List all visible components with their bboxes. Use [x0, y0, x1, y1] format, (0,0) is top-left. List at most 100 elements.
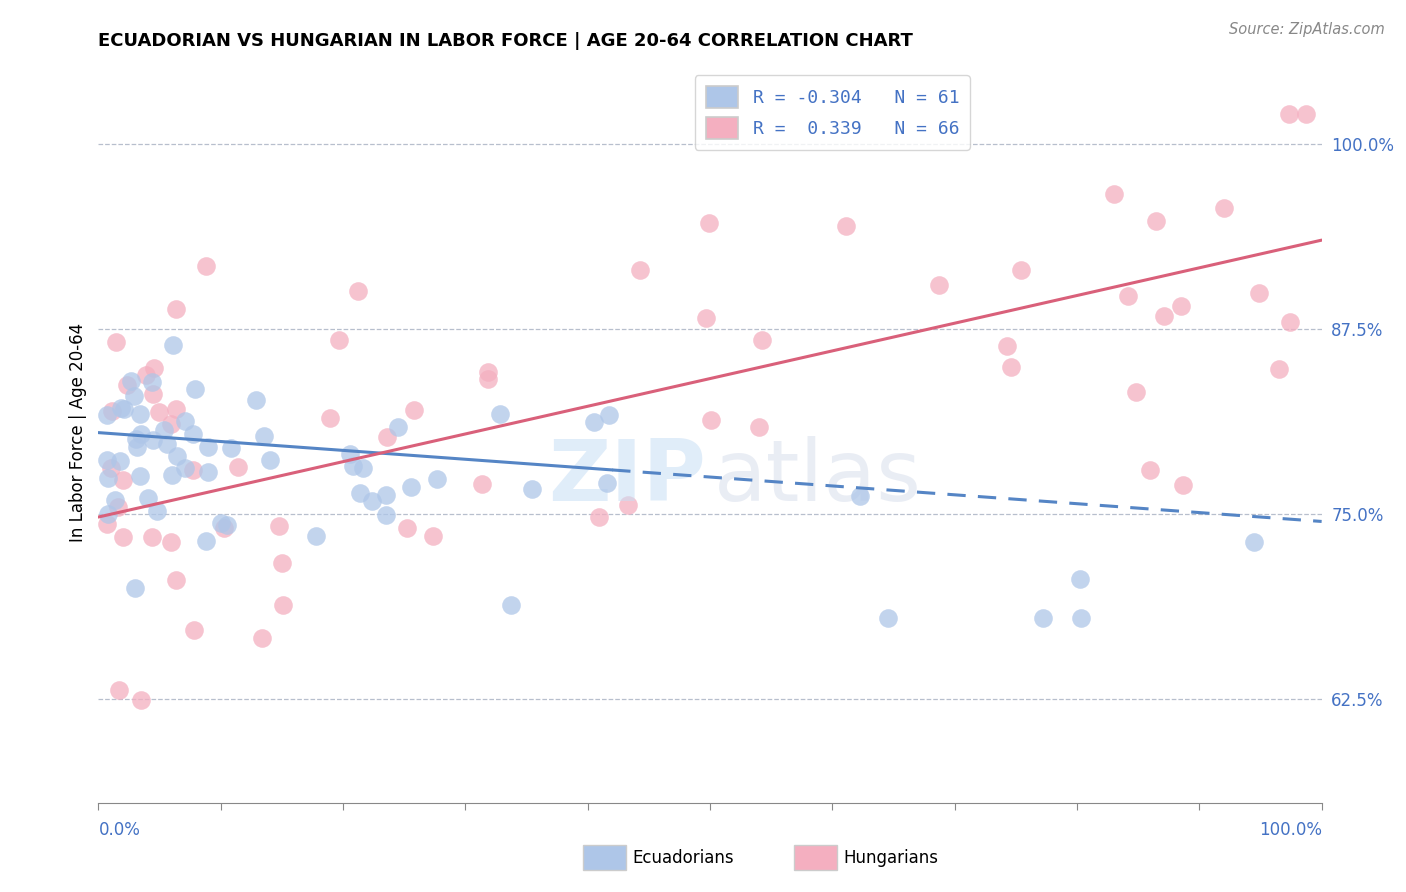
- Point: [404, 403, 426, 417]
- Point: [217, 517, 239, 532]
- Point: [136, 491, 159, 505]
- Point: [377, 429, 399, 443]
- Point: [156, 437, 179, 451]
- FancyBboxPatch shape: [794, 846, 837, 871]
- Point: [111, 529, 134, 543]
- Point: [142, 433, 165, 447]
- Point: [122, 389, 145, 403]
- Point: [141, 530, 163, 544]
- Point: [259, 453, 281, 467]
- Point: [253, 428, 276, 442]
- Point: [588, 510, 610, 524]
- FancyBboxPatch shape: [583, 846, 626, 871]
- Point: [271, 598, 294, 612]
- Point: [165, 402, 187, 417]
- Point: [96, 516, 118, 531]
- Point: [349, 486, 371, 500]
- Point: [928, 278, 950, 293]
- Point: [214, 521, 236, 535]
- Point: [129, 469, 152, 483]
- Point: [583, 415, 606, 429]
- Point: [401, 480, 423, 494]
- Point: [361, 494, 384, 508]
- Legend: R = -0.304   N = 61, R =  0.339   N = 66: R = -0.304 N = 61, R = 0.339 N = 66: [695, 75, 970, 150]
- Point: [104, 335, 127, 350]
- Point: [477, 372, 499, 386]
- Point: [183, 624, 205, 638]
- Point: [96, 408, 118, 422]
- Point: [305, 529, 328, 543]
- Point: [346, 285, 368, 299]
- Point: [1069, 572, 1091, 586]
- Text: Hungarians: Hungarians: [844, 848, 939, 867]
- Point: [1295, 107, 1317, 121]
- Point: [488, 407, 510, 421]
- Text: 0.0%: 0.0%: [98, 821, 141, 838]
- Point: [477, 365, 499, 379]
- Point: [97, 471, 120, 485]
- Point: [100, 460, 122, 475]
- Point: [422, 529, 444, 543]
- Point: [148, 405, 170, 419]
- Text: Source: ZipAtlas.com: Source: ZipAtlas.com: [1229, 22, 1385, 37]
- Point: [112, 401, 135, 416]
- Point: [387, 419, 409, 434]
- Point: [159, 417, 181, 431]
- Point: [195, 259, 218, 273]
- Point: [849, 489, 872, 503]
- Point: [700, 413, 723, 427]
- Y-axis label: In Labor Force | Age 20-64: In Labor Force | Age 20-64: [69, 323, 87, 542]
- Point: [125, 432, 148, 446]
- Point: [104, 492, 127, 507]
- Point: [110, 401, 132, 416]
- Point: [173, 461, 195, 475]
- Point: [124, 581, 146, 595]
- Point: [197, 465, 219, 479]
- Text: 100.0%: 100.0%: [1258, 821, 1322, 838]
- Point: [195, 534, 218, 549]
- Point: [342, 458, 364, 473]
- Point: [328, 333, 350, 347]
- Text: Ecuadorians: Ecuadorians: [633, 848, 734, 867]
- Point: [129, 692, 152, 706]
- Point: [153, 423, 176, 437]
- Text: atlas: atlas: [714, 435, 922, 518]
- Point: [375, 488, 398, 502]
- Point: [135, 368, 157, 383]
- Point: [101, 404, 124, 418]
- Point: [352, 461, 374, 475]
- Point: [1213, 201, 1236, 215]
- Point: [1032, 611, 1054, 625]
- Point: [142, 386, 165, 401]
- Point: [166, 449, 188, 463]
- Point: [751, 333, 773, 347]
- Point: [165, 573, 187, 587]
- Point: [197, 441, 219, 455]
- Point: [1278, 107, 1301, 121]
- Point: [1144, 214, 1167, 228]
- Point: [97, 508, 120, 522]
- Point: [375, 508, 398, 522]
- Point: [96, 452, 118, 467]
- Point: [129, 426, 152, 441]
- Point: [174, 414, 197, 428]
- Point: [141, 375, 163, 389]
- Point: [271, 556, 294, 570]
- Point: [1153, 309, 1175, 323]
- Point: [339, 447, 361, 461]
- Point: [426, 472, 449, 486]
- Point: [1268, 361, 1291, 376]
- Point: [697, 216, 720, 230]
- Point: [165, 302, 187, 317]
- Point: [183, 463, 205, 477]
- Point: [1010, 262, 1032, 277]
- Point: [115, 377, 138, 392]
- Point: [1173, 478, 1195, 492]
- Point: [184, 382, 207, 396]
- Point: [835, 219, 858, 233]
- Point: [107, 500, 129, 514]
- Point: [209, 516, 232, 531]
- Point: [748, 419, 770, 434]
- Point: [127, 440, 149, 454]
- Point: [1243, 534, 1265, 549]
